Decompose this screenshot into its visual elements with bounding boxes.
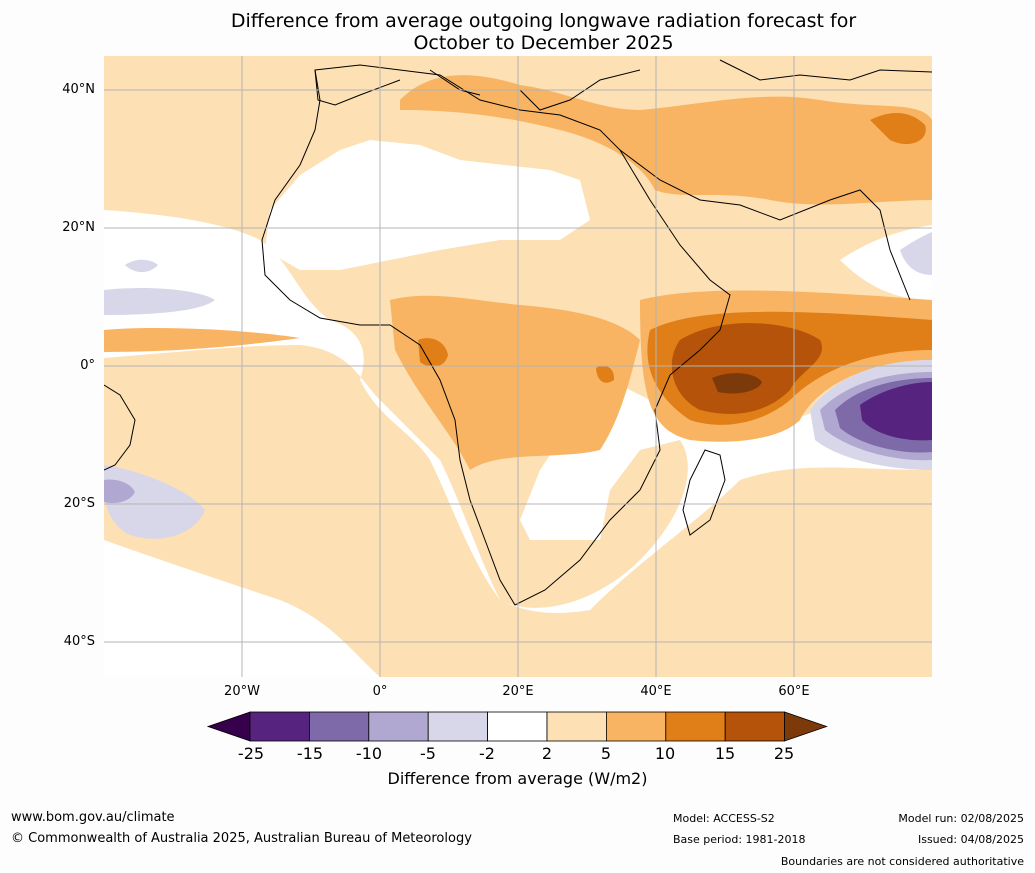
lat-label-40s: 40°S	[63, 634, 95, 649]
colorbar-title: Difference from average (W/m2)	[387, 769, 648, 788]
south-america-coastline	[104, 384, 136, 471]
colorbar-segment	[249, 711, 310, 742]
colorbar-tick: -10	[355, 744, 383, 763]
neutral-arabian-sea-region	[840, 225, 932, 300]
colorbar-tick: -15	[296, 744, 324, 763]
lat-label-20n: 20°N	[62, 220, 95, 235]
footer-base-period: Base period: 1981-2018	[673, 833, 806, 846]
colorbar-extend-low	[206, 711, 251, 742]
footer-copyright: © Commonwealth of Australia 2025, Austra…	[11, 831, 472, 846]
map-title-line1: Difference from average outgoing longwav…	[230, 10, 857, 32]
map-gridlines	[104, 56, 932, 677]
footer-model: Model: ACCESS-S2	[673, 812, 775, 825]
colorbar-segment	[427, 711, 489, 742]
madagascar-coastline	[682, 449, 726, 536]
anomaly-arabian-sea-minus-2	[900, 232, 932, 275]
colorbar-tick: 2	[541, 744, 553, 763]
neutral-sahara-region	[265, 140, 590, 270]
colorbar-tick: 5	[600, 744, 612, 763]
colorbar-tick: 15	[714, 744, 736, 763]
colorbar-segment	[724, 711, 786, 742]
footer-site-link[interactable]: www.bom.gov.au/climate	[11, 810, 175, 825]
anomaly-horn-15-25	[671, 323, 823, 414]
lat-label-0: 0°	[80, 358, 95, 373]
neutral-atlantic-region	[104, 210, 932, 613]
colorbar-extend-high	[784, 711, 828, 742]
colorbar-tick: 25	[773, 744, 795, 763]
lon-label-20w: 20°W	[224, 684, 260, 699]
lat-label-40n: 40°N	[62, 82, 95, 97]
colorbar	[206, 711, 828, 742]
map-plot-area	[104, 56, 932, 677]
colorbar-segment	[487, 711, 548, 742]
lon-label-40e: 40°E	[640, 684, 672, 699]
anomaly-congo-10-15	[418, 338, 448, 367]
anomaly-horn-over-25	[712, 373, 762, 394]
colorbar-segment	[606, 711, 667, 742]
lat-label-20s: 20°S	[63, 496, 95, 511]
colorbar-tick: -2	[479, 744, 495, 763]
anomaly-indian-ocean-minus-15	[860, 382, 932, 441]
arabia-coastline	[619, 149, 911, 301]
colorbar-tick: 10	[654, 744, 676, 763]
lon-label-60e: 60°E	[778, 684, 810, 699]
anomaly-mediterranean-5-10	[400, 75, 932, 205]
anomaly-south-atlantic-minus-2	[104, 465, 205, 539]
colorbar-segment	[368, 711, 429, 742]
anomaly-iran-10-15	[870, 113, 926, 145]
africa-coastline	[261, 64, 731, 606]
colorbar-tick: -5	[420, 744, 436, 763]
anomaly-tropical-atlantic-minus-2	[104, 288, 215, 315]
footer-disclaimer: Boundaries are not considered authoritat…	[780, 855, 1024, 868]
footer-issued: Issued: 04/08/2025	[917, 833, 1024, 846]
anomaly-atlantic-equator-5-10	[104, 327, 300, 352]
footer-model-run: Model run: 02/08/2025	[898, 812, 1024, 825]
lon-label-20e: 20°E	[502, 684, 534, 699]
colorbar-segment	[546, 711, 607, 742]
colorbar-segment	[308, 711, 370, 742]
map-title-line2: October to December 2025	[413, 32, 674, 54]
colorbar-tick: -25	[237, 744, 265, 763]
anomaly-central-africa-5-10	[390, 295, 640, 470]
lon-label-0: 0°	[372, 684, 388, 699]
anomaly-victoria-10-15	[596, 365, 615, 383]
colorbar-segment	[665, 711, 726, 742]
anomaly-cape-verde-minus-2	[125, 259, 158, 273]
anomaly-south-atlantic-minus-5	[104, 479, 135, 504]
